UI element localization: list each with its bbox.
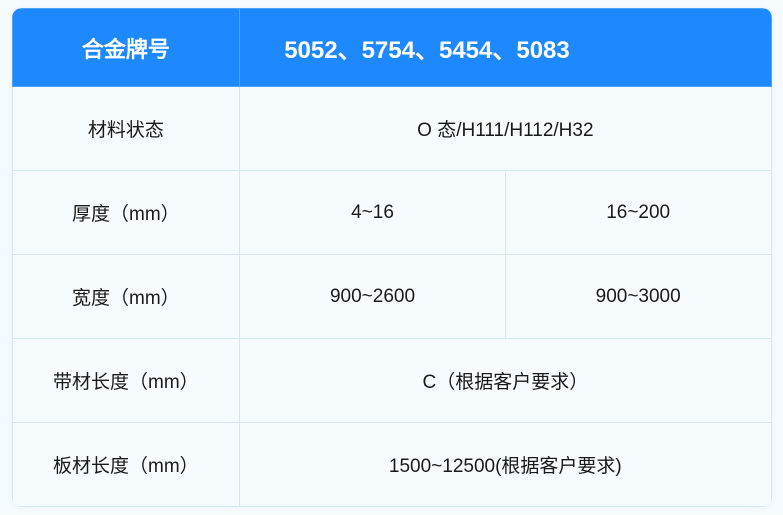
spec-table: 合金牌号 5052、5754、5454、5083 材料状态O 态/H111/H1… — [12, 8, 772, 507]
row-label: 厚度（mm） — [12, 171, 240, 255]
header-label: 合金牌号 — [12, 9, 240, 87]
table-row: 厚度（mm）4~1616~200 — [12, 171, 771, 255]
row-value: 1500~12500(根据客户要求) — [240, 423, 771, 507]
row-value-1: 4~16 — [240, 171, 506, 255]
row-label: 材料状态 — [12, 87, 240, 171]
header-values: 5052、5754、5454、5083 — [240, 9, 771, 87]
header-row: 合金牌号 5052、5754、5454、5083 — [12, 9, 771, 87]
row-label: 带材长度（mm） — [12, 339, 240, 423]
table-row: 带材长度（mm）C（根据客户要求） — [12, 339, 771, 423]
row-label: 宽度（mm） — [12, 255, 240, 339]
table-row: 材料状态O 态/H111/H112/H32 — [12, 87, 771, 171]
row-value-1: 900~2600 — [240, 255, 506, 339]
row-label: 板材长度（mm） — [12, 423, 240, 507]
spec-table-container: 合金牌号 5052、5754、5454、5083 材料状态O 态/H111/H1… — [12, 8, 772, 507]
row-value-2: 16~200 — [505, 171, 771, 255]
table-row: 宽度（mm）900~2600900~3000 — [12, 255, 771, 339]
row-value-2: 900~3000 — [505, 255, 771, 339]
row-value: C（根据客户要求） — [240, 339, 771, 423]
row-value: O 态/H111/H112/H32 — [240, 87, 771, 171]
table-row: 板材长度（mm）1500~12500(根据客户要求) — [12, 423, 771, 507]
